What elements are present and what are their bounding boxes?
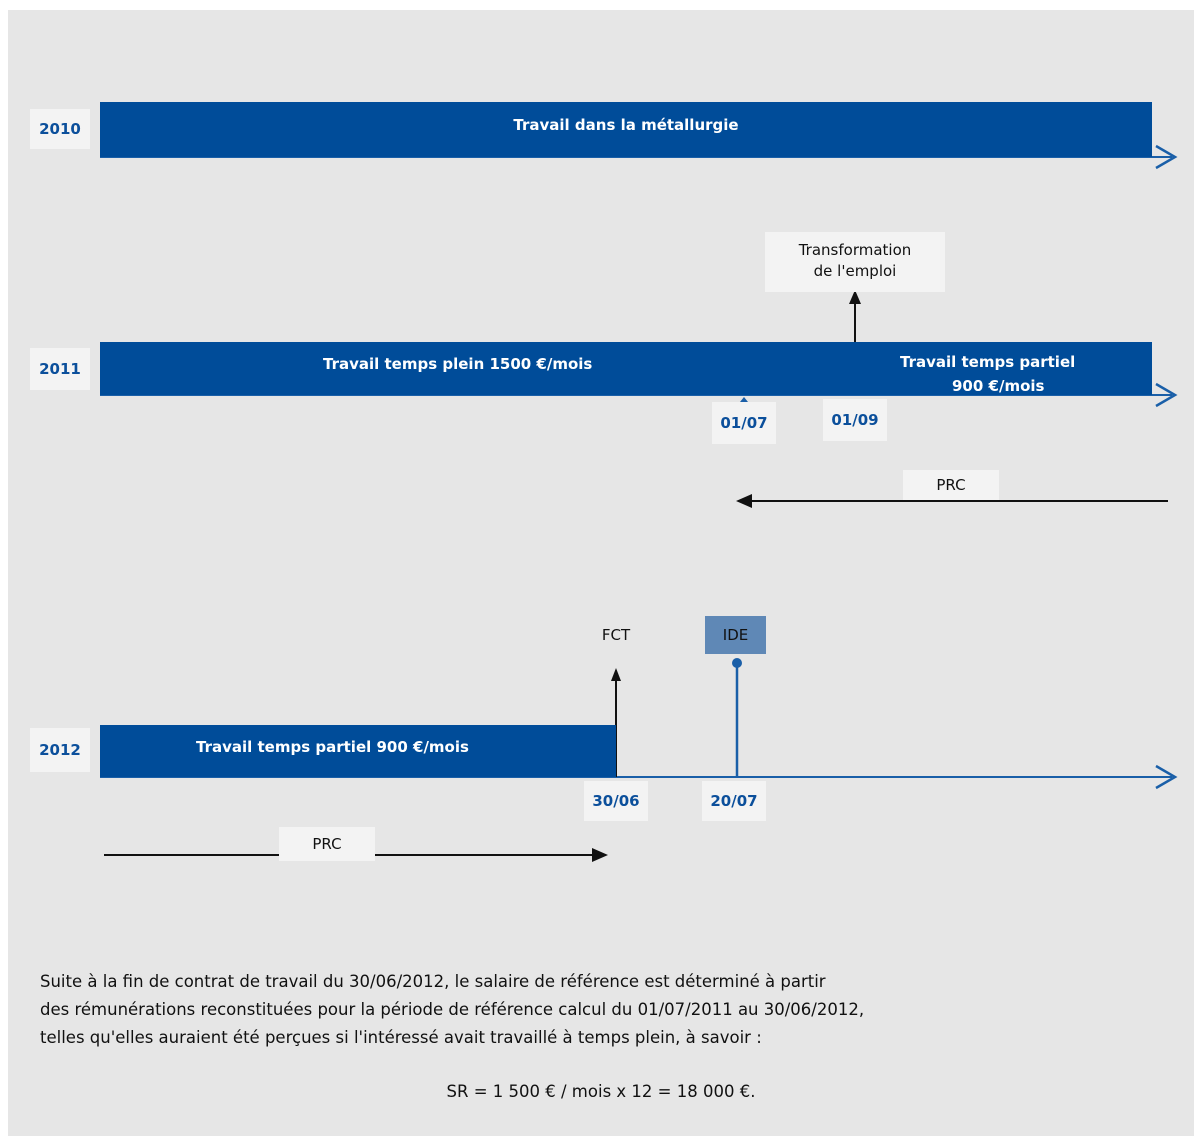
year-label-2012: 2012: [30, 728, 90, 772]
formula: SR = 1 500 € / mois x 12 = 18 000 €.: [446, 1082, 756, 1101]
transformation-arrowhead: [849, 290, 861, 304]
date-2007: 20/07: [702, 781, 766, 821]
transformation-label-line1: Transformation: [798, 241, 912, 259]
bar-metallurgie-label: Travail dans la métallurgie: [513, 116, 739, 134]
bar-metallurgie: Travail dans la métallurgie: [100, 102, 1152, 157]
date-0107: 01/07: [712, 402, 776, 444]
axis-2012-arrowhead: [1155, 764, 1178, 790]
bar-2011: Travail temps plein 1500 €/mois Travail …: [100, 342, 1152, 395]
bar-2012-label: Travail temps partiel 900 €/mois: [196, 738, 469, 756]
axis-2011-arrowhead: [1155, 382, 1178, 408]
bar-2011-part-time-label-line2: 900 €/mois: [952, 377, 1045, 395]
transformation-label-line2: de l'emploi: [813, 262, 897, 280]
date-3006: 30/06: [584, 781, 648, 821]
transformation-label: Transformation de l'emploi: [765, 232, 945, 292]
axis-2010-arrowhead: [1155, 144, 1178, 170]
year-label-2011: 2011: [30, 348, 90, 390]
ide-box: IDE: [705, 616, 766, 654]
explanation-line-2: des rémunérations reconstituées pour la …: [40, 1000, 865, 1019]
bar-2011-full-time-label: Travail temps plein 1500 €/mois: [323, 355, 593, 373]
explanation-line-3: telles qu'elles auraient été perçues si …: [40, 1028, 762, 1047]
ide-pin-head: [732, 658, 742, 668]
date-0109: 01/09: [823, 399, 887, 441]
prc-2012-arrowhead: [592, 848, 608, 862]
prc-2011-label: PRC: [903, 470, 999, 500]
bar-2011-part-time-label-line1: Travail temps partiel: [900, 353, 1076, 371]
explanation-line-1: Suite à la fin de contrat de travail du …: [40, 972, 826, 991]
year-label-2010: 2010: [30, 109, 90, 149]
bar-2012: Travail temps partiel 900 €/mois: [100, 725, 616, 777]
prc-2011-arrowhead: [736, 494, 752, 508]
timeline-diagram: 2010 Travail dans la métallurgie 2011 Tr…: [8, 10, 1194, 1136]
fct-arrowhead: [611, 668, 621, 681]
prc-2012-label: PRC: [279, 827, 375, 861]
fct-label: FCT: [601, 626, 631, 644]
